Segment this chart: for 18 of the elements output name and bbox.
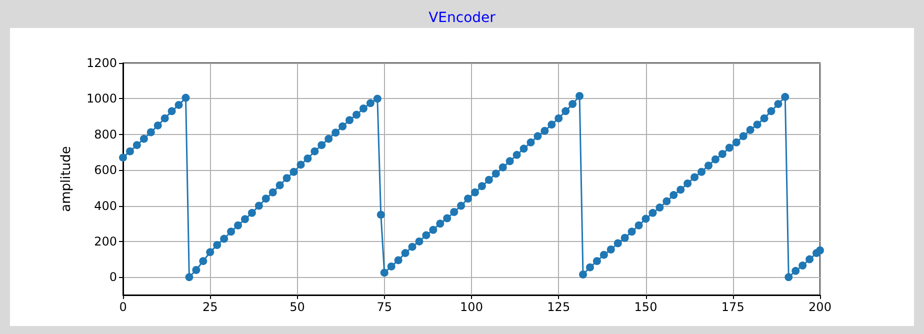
- y-tick-label: 1000: [86, 92, 117, 106]
- x-tick-label: 50: [290, 300, 305, 314]
- chart-title: VEncoder: [428, 10, 496, 26]
- y-tick-label: 1200: [86, 56, 117, 70]
- x-tick-label: 150: [634, 300, 658, 314]
- y-axis-title: amplitude: [59, 146, 74, 212]
- y-tick-label: 400: [94, 198, 117, 213]
- y-tick-label: 0: [109, 270, 117, 284]
- x-tick-label: 175: [721, 300, 744, 314]
- x-tick-label: 100: [460, 300, 483, 314]
- x-tick-label: 200: [808, 300, 832, 314]
- x-tick-label: 125: [547, 300, 570, 314]
- x-tick-label: 25: [202, 300, 218, 314]
- y-tick-label: 800: [94, 127, 117, 142]
- x-tick-label: 0: [119, 300, 127, 314]
- y-tick-label: 200: [94, 234, 117, 248]
- y-tick-label: 600: [94, 163, 117, 178]
- x-tick-label: 75: [376, 300, 392, 314]
